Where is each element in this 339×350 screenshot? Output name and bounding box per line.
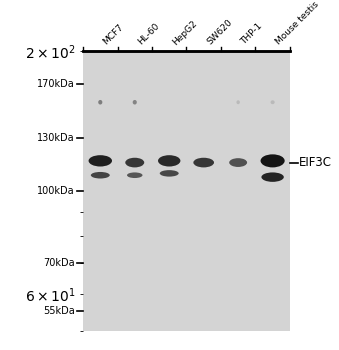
Ellipse shape <box>98 100 102 105</box>
Text: HL-60: HL-60 <box>136 22 161 47</box>
Ellipse shape <box>127 173 142 178</box>
Text: MCF7: MCF7 <box>102 23 125 47</box>
Ellipse shape <box>158 155 180 167</box>
Text: SW620: SW620 <box>205 18 234 47</box>
Ellipse shape <box>271 100 275 104</box>
Ellipse shape <box>160 170 179 177</box>
Text: 55kDa: 55kDa <box>43 307 75 316</box>
Text: Mouse testis: Mouse testis <box>274 0 321 47</box>
Ellipse shape <box>88 155 112 167</box>
Ellipse shape <box>236 100 240 104</box>
Text: 70kDa: 70kDa <box>43 258 75 268</box>
Text: 170kDa: 170kDa <box>37 79 75 89</box>
Text: EIF3C: EIF3C <box>299 156 332 169</box>
Ellipse shape <box>261 154 285 167</box>
Text: 100kDa: 100kDa <box>37 186 75 196</box>
Ellipse shape <box>229 158 247 167</box>
Text: THP-1: THP-1 <box>239 22 264 47</box>
Ellipse shape <box>261 173 284 182</box>
Ellipse shape <box>125 158 144 167</box>
Ellipse shape <box>133 100 137 105</box>
Ellipse shape <box>193 158 214 167</box>
Ellipse shape <box>91 172 110 178</box>
Text: HepG2: HepG2 <box>171 19 199 47</box>
Text: 130kDa: 130kDa <box>37 133 75 143</box>
